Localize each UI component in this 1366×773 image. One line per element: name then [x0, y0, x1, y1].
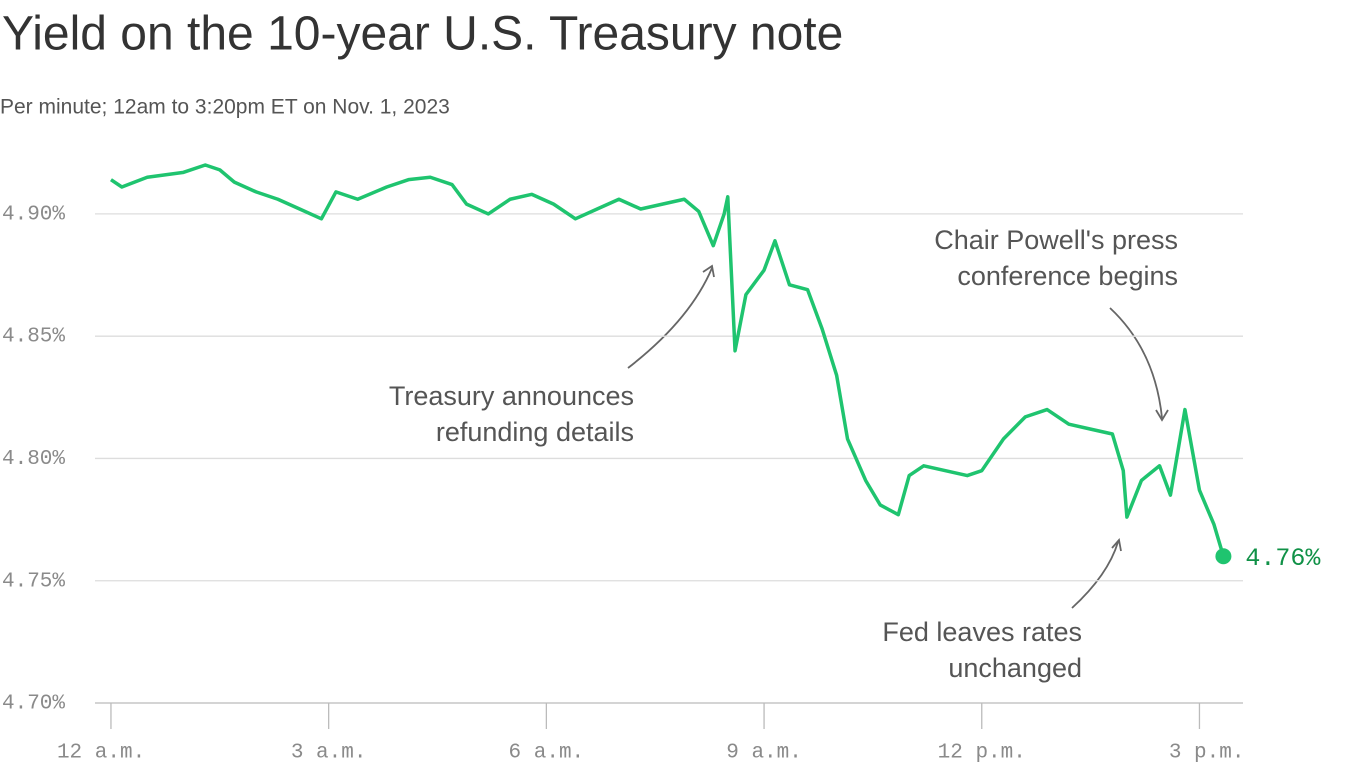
- annotation: refunding details: [436, 417, 634, 447]
- arrow-head: [702, 264, 715, 278]
- x-tick-label: 3 a.m.: [291, 742, 367, 765]
- arrow-head: [1111, 538, 1122, 552]
- annotation: conference begins: [957, 261, 1178, 291]
- annotation-arrow: [627, 267, 713, 369]
- end-dot: [1215, 548, 1232, 565]
- line: [109, 163, 1226, 557]
- chart-subtitle: Per minute; 12am to 3:20pm ET on Nov. 1,…: [0, 96, 450, 119]
- x-tick-label: 6 a.m.: [509, 742, 585, 765]
- annotation-arrow: [1071, 541, 1119, 609]
- annotation: Treasury announces: [389, 381, 634, 411]
- annotation: Fed leaves rates: [882, 617, 1082, 647]
- x-tick-label: 12 p.m.: [938, 742, 1026, 765]
- y-tick-label: 4.80%: [2, 448, 65, 471]
- y-tick-label: 4.70%: [2, 693, 65, 716]
- y-tick-label: 4.90%: [2, 203, 65, 226]
- x-tick-label: 9 a.m.: [726, 742, 802, 765]
- arrow-head: [1155, 409, 1169, 422]
- y-tick-label: 4.85%: [2, 326, 65, 349]
- x-tick-label: 3 p.m.: [1169, 742, 1245, 765]
- annotation-arrow: [1109, 307, 1163, 419]
- annotation: unchanged: [948, 653, 1082, 683]
- annotation: Chair Powell's press: [934, 225, 1178, 255]
- chart-title: Yield on the 10-year U.S. Treasury note: [2, 8, 843, 61]
- x-tick-label: 12 a.m.: [57, 742, 145, 765]
- y-tick-label: 4.75%: [2, 570, 65, 593]
- end-label: 4.76%: [1245, 544, 1321, 573]
